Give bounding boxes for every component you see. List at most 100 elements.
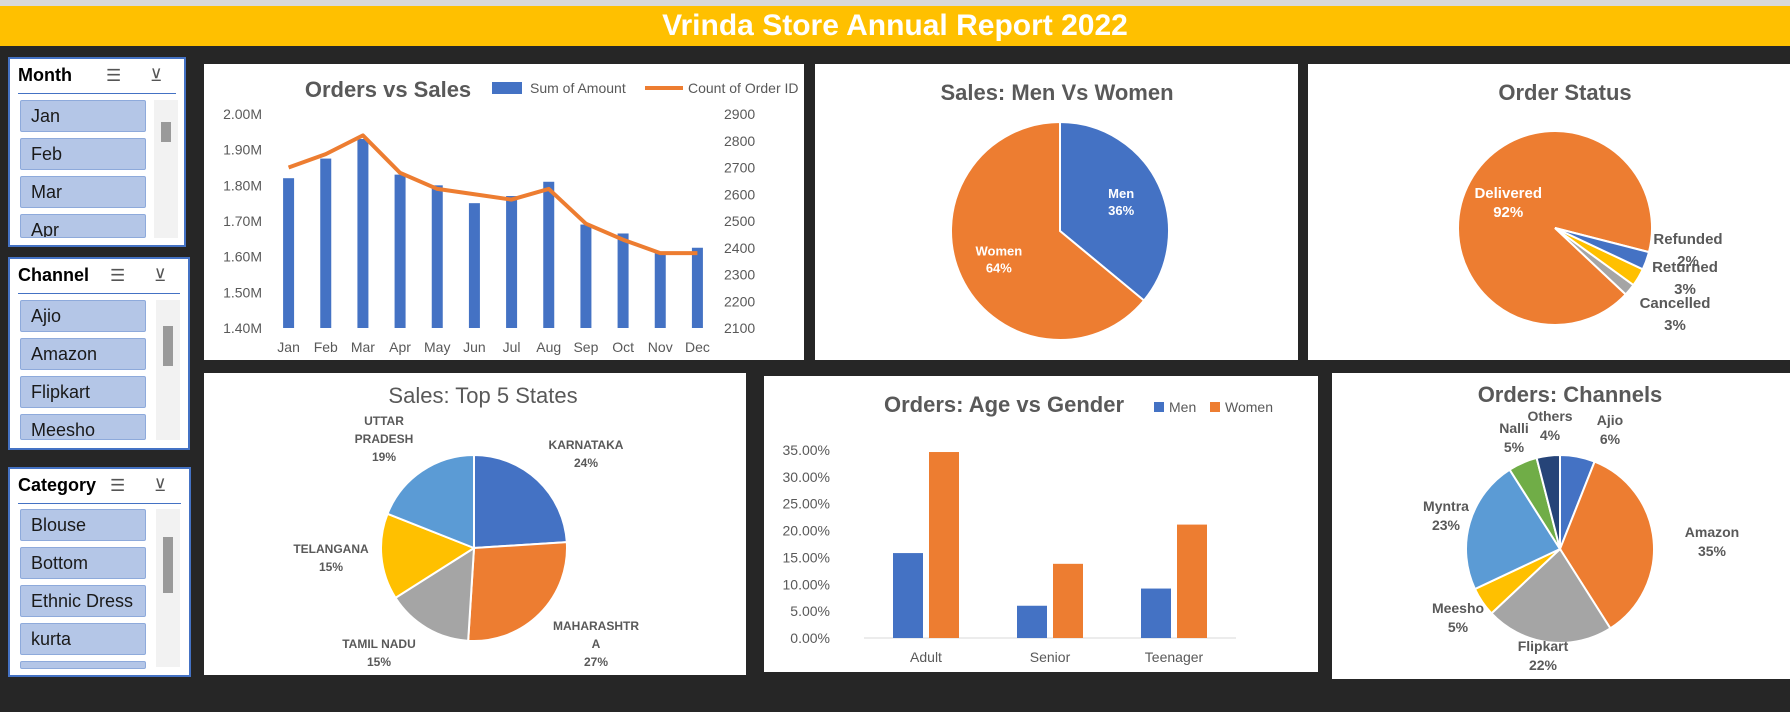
top-states-panel: Sales: Top 5 States KARNATAKA 24% MAHARASH… — [204, 373, 746, 675]
slicer-title: Category — [18, 475, 97, 495]
clear-filter-icon[interactable]: ⊻ — [154, 266, 167, 285]
slicer-item-ethnic-dress[interactable]: Ethnic Dress — [20, 585, 146, 617]
slicer-item-feb[interactable]: Feb — [20, 138, 146, 170]
clear-filter-icon[interactable]: ⊻ — [150, 66, 163, 85]
slicer-item-kurta[interactable]: kurta — [20, 623, 146, 655]
pie-slice-tamil-nadu — [394, 546, 476, 642]
channels-chart: Orders: Channels Ajio 6% Amazon 35% Flipkart… — [1423, 382, 1739, 673]
y-tick-right: 2500 — [724, 213, 755, 229]
x-tick-label: Dec — [685, 339, 710, 355]
slicer-item-mar[interactable]: Mar — [20, 176, 146, 208]
slice-label: Meesho — [1432, 600, 1484, 616]
chart-title: Orders vs Sales — [305, 77, 471, 102]
slice-label: 5% — [1504, 439, 1525, 455]
bar-jul — [506, 196, 518, 328]
x-tick-label: Teenager — [1145, 649, 1204, 665]
slicer-scroll-thumb[interactable] — [163, 326, 173, 366]
slicer-item-partial[interactable] — [20, 661, 146, 669]
y-tick-left: 2.00M — [223, 106, 262, 122]
multi-select-icon[interactable]: ☰ — [110, 476, 126, 495]
chart-title: Orders: Age vs Gender — [884, 392, 1124, 417]
slicer-scrollbar[interactable] — [156, 300, 180, 440]
x-tick-label: Oct — [612, 339, 634, 355]
pie-slice-others — [1535, 453, 1561, 550]
x-tick-label: Sep — [573, 339, 598, 355]
legend-label-amount: Sum of Amount — [530, 80, 626, 96]
y-tick-right: 2900 — [724, 106, 755, 122]
order-status-chart: Order Status Delivered 92% Refunded 2%Retur… — [1457, 80, 1723, 334]
slice-label: Men — [1108, 186, 1134, 201]
multi-select-icon[interactable]: ☰ — [106, 66, 122, 85]
month-slicer[interactable]: Month ☰ ⊻ Jan Feb Mar Apr — [8, 57, 186, 247]
slice-label: PRADESH — [355, 432, 414, 446]
bar-jun — [468, 203, 480, 328]
legend-swatch-amount — [492, 82, 522, 94]
slicer-item-bottom[interactable]: Bottom — [20, 547, 146, 579]
legend-label-orders: Count of Order ID — [688, 80, 799, 96]
slice-label: 22% — [1529, 657, 1558, 673]
y-tick-label: 25.00% — [783, 496, 830, 512]
clear-filter-icon[interactable]: ⊻ — [154, 476, 167, 495]
y-tick-right: 2200 — [724, 293, 755, 309]
slicer-item-blouse[interactable]: Blouse — [20, 509, 146, 541]
slice-label: Amazon — [1685, 524, 1739, 540]
y-tick-left: 1.50M — [223, 284, 262, 300]
y-tick-right: 2700 — [724, 160, 755, 176]
slicer-item-amazon[interactable]: Amazon — [20, 338, 146, 370]
slicer-scrollbar[interactable] — [156, 509, 180, 667]
slice-label: Women — [975, 244, 1022, 259]
slicer-item-flipkart[interactable]: Flipkart — [20, 376, 146, 408]
slice-label: UTTAR — [364, 414, 404, 428]
slice-label: 5% — [1448, 619, 1469, 635]
age-gender-panel: Orders: Age vs Gender Men Women 0.00% 5.0… — [764, 376, 1318, 672]
x-tick-label: Aug — [536, 339, 561, 355]
y-tick-label: 0.00% — [790, 630, 830, 646]
slice-label: 2% — [1677, 253, 1699, 270]
sales-gender-chart: Sales: Men Vs Women Men 36% Women 64% — [940, 80, 1174, 341]
legend-swatch-women — [1210, 402, 1220, 412]
slice-label: 35% — [1698, 543, 1727, 559]
x-tick-label: Jun — [463, 339, 486, 355]
category-slicer[interactable]: Category ☰ ⊻ Blouse Bottom Ethnic Dress … — [8, 467, 191, 677]
slice-label: Cancelled — [1640, 295, 1711, 312]
slicer-scrollbar[interactable] — [154, 100, 178, 238]
y-tick-label: 10.00% — [783, 576, 830, 592]
y-tick-right: 2400 — [724, 240, 755, 256]
slice-label: A — [592, 637, 601, 651]
chart-title: Sales: Top 5 States — [388, 383, 577, 408]
y-tick-left: 1.70M — [223, 213, 262, 229]
slicer-scroll-thumb[interactable] — [161, 122, 171, 142]
age-gender-chart: Orders: Age vs Gender Men Women 0.00% 5.0… — [783, 392, 1273, 665]
order-status-panel: Order Status Delivered 92% Refunded 2% Retur… — [1308, 64, 1790, 360]
slicer-item-ajio[interactable]: Ajio — [20, 300, 146, 332]
bar-feb — [320, 158, 332, 328]
pie-slice-myntra — [1465, 468, 1562, 591]
pie-slice-telangana — [380, 512, 477, 600]
slicer-scroll-thumb[interactable] — [163, 537, 173, 593]
channel-slicer[interactable]: Channel ☰ ⊻ Ajio Amazon Flipkart Meesho — [8, 257, 190, 450]
slicer-divider — [18, 293, 180, 294]
bar-senior-men — [1017, 605, 1047, 638]
channels-panel: Orders: Channels Ajio 6% Amazon 35% Flipkart… — [1332, 373, 1790, 679]
pie-slice-cancelled — [1554, 227, 1651, 271]
slice-label: 3% — [1664, 317, 1686, 334]
y-tick-right: 2300 — [724, 267, 755, 283]
x-tick-label: Nov — [648, 339, 673, 355]
y-tick-left: 1.90M — [223, 142, 262, 158]
legend-swatch-men — [1154, 402, 1164, 412]
slicer-divider — [18, 503, 181, 504]
x-tick-label: May — [424, 339, 450, 355]
slicer-item-apr[interactable]: Apr — [20, 214, 146, 238]
slicer-item-jan[interactable]: Jan — [20, 100, 146, 132]
multi-select-icon[interactable]: ☰ — [110, 266, 126, 285]
slice-label: Myntra — [1423, 498, 1469, 514]
y-tick-label: 20.00% — [783, 523, 830, 539]
slicer-item-meesho[interactable]: Meesho — [20, 414, 146, 440]
bar-apr — [394, 174, 406, 328]
slice-label: Others — [1527, 408, 1572, 424]
pie-slice-flipkart — [1490, 547, 1612, 644]
bar-adult-women — [929, 452, 959, 638]
y-tick-right: 2800 — [724, 133, 755, 149]
y-tick-left: 1.40M — [223, 320, 262, 336]
slice-label: TAMIL NADU — [342, 637, 416, 651]
